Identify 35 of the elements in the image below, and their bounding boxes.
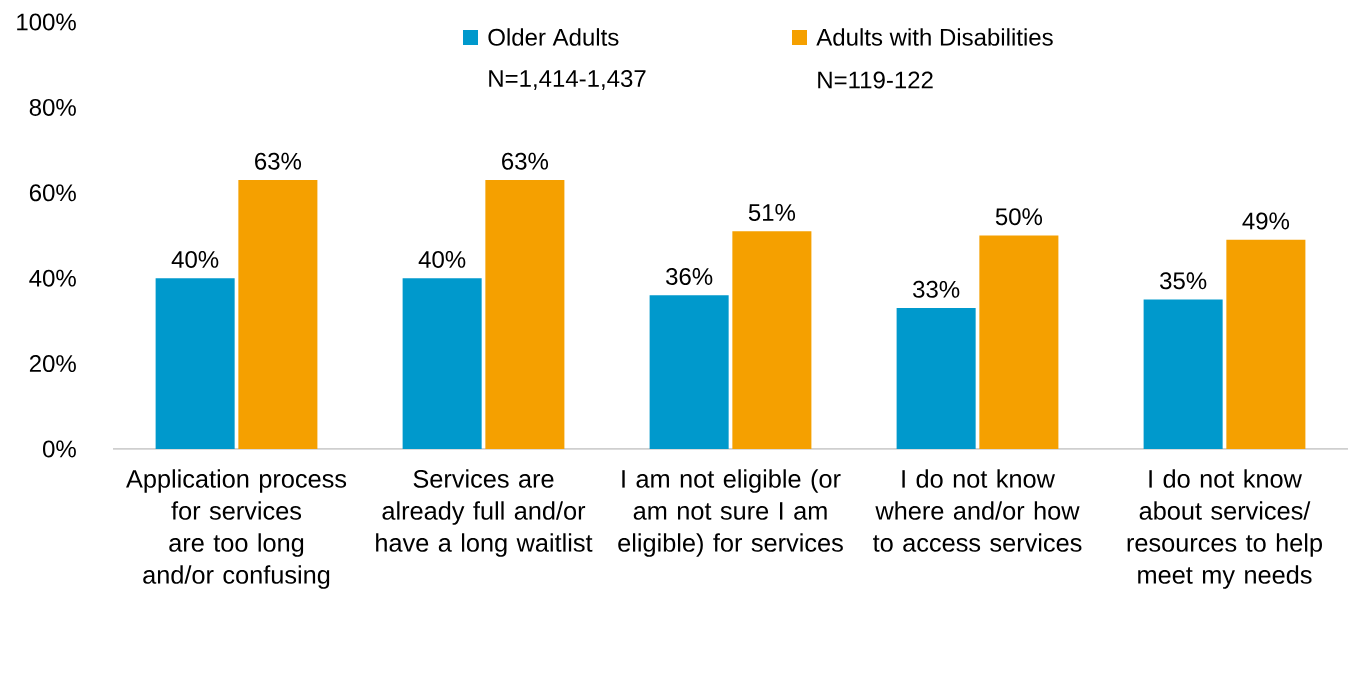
data-label: 40% (418, 250, 466, 268)
x-tick-label: I am not eligible (or am not sure I am eligible) for services (618, 469, 843, 557)
annotation: N=1,414-1,437 (489, 70, 646, 90)
y-tick-label: 100% (17, 13, 76, 31)
bar (1226, 239, 1306, 449)
legend-label: Older Adults (488, 28, 619, 46)
bar (485, 179, 565, 449)
x-tick-label: I do not know about services/ resources to help meet my needs (1127, 469, 1322, 589)
y-tick-label: 80% (29, 98, 76, 116)
data-label: 63% (255, 152, 302, 170)
bar (732, 231, 812, 449)
bar (979, 235, 1059, 449)
data-label: 51% (748, 204, 796, 221)
bar (649, 295, 729, 449)
bar (896, 308, 976, 449)
data-label: 63% (502, 152, 549, 170)
bar (1143, 299, 1223, 449)
annotation: N=119-122 (818, 71, 933, 89)
legend-label: Adults with Disabilities (816, 28, 1053, 46)
data-label: 35% (1160, 272, 1207, 290)
bar (155, 278, 235, 449)
y-tick-label: 20% (29, 355, 76, 373)
data-label: 49% (1242, 212, 1290, 230)
y-tick-label: 0% (43, 440, 76, 458)
x-tick-label: Application process for services are too long and/or confusing (126, 469, 347, 589)
data-label: 40% (171, 250, 219, 268)
y-tick-label: 60% (29, 184, 76, 202)
x-tick-label: Services are already full and/or have a long waitlist (376, 469, 593, 557)
data-label: 33% (913, 280, 960, 298)
y-tick-label: 40% (29, 269, 76, 287)
x-tick-label: I do not know where and/or how to access services (873, 469, 1082, 552)
data-label: 36% (666, 268, 713, 285)
bar (238, 179, 318, 449)
data-label: 50% (995, 208, 1043, 226)
bar (402, 278, 482, 449)
